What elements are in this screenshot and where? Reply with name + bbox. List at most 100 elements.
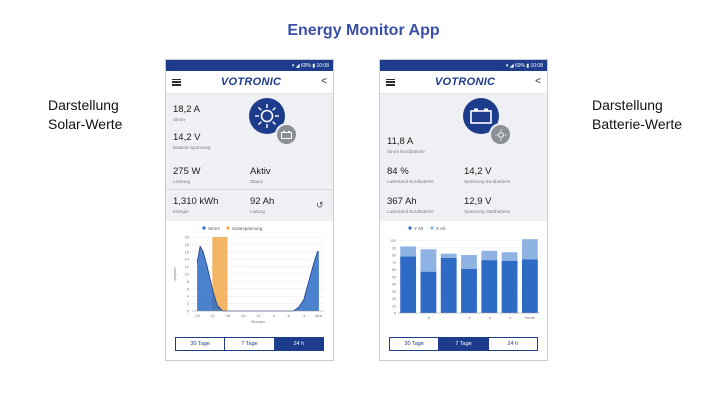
- reading-voltage-start: 12,9 V Spannung Startbatterie: [464, 196, 510, 214]
- bar-lower: [521, 259, 538, 313]
- x-tick-label: -12: [255, 314, 261, 318]
- page-title: Energy Monitor App: [287, 22, 440, 39]
- reading-power: 275 W Leistung: [173, 166, 200, 184]
- reading-value: 1,310 kWh: [173, 196, 219, 207]
- legend-label: Solarspannung: [232, 226, 263, 231]
- brand-logo: VOTRONIC: [434, 76, 496, 88]
- y-tick-label: 14: [185, 258, 189, 262]
- reading-value: 11,8 A: [387, 136, 414, 147]
- bar-lower: [440, 257, 457, 313]
- range-tabs: 30 Tage 7 Tage 24 h: [175, 337, 324, 351]
- bar-upper: [420, 249, 437, 272]
- bar-upper: [521, 239, 538, 260]
- x-tick-label: -9: [272, 314, 275, 318]
- y-tick-label: 16: [185, 250, 189, 254]
- reading-current: 18,2 A Strom: [173, 104, 200, 122]
- reading-value: Aktiv: [250, 166, 271, 177]
- caption-battery: Darstellung Batterie-Werte: [592, 96, 682, 134]
- y-tick-label: 20: [185, 236, 189, 240]
- reading-soc: 84 % Ladestand Bordbatterie: [387, 166, 434, 184]
- x-tick-label: -3: [302, 314, 305, 318]
- y-tick-label: 90: [392, 246, 396, 250]
- readings-panel: 18,2 A Strom 14,2 V Batterie-Spannung 27…: [166, 94, 333, 222]
- divider: [166, 189, 333, 190]
- reading-value: 367 Ah: [387, 196, 417, 207]
- y-tick-label: 0: [187, 310, 189, 314]
- reading-value: 92 Ah: [250, 196, 275, 207]
- y-tick-label: 40: [392, 283, 396, 287]
- reading-label: Status: [250, 179, 263, 184]
- reading-charge: 92 Ah Ladung: [250, 196, 274, 214]
- y-tick-label: 2: [187, 302, 189, 306]
- solar-chart-svg: Strom Solarspannung20181614121086420Amper…: [173, 226, 324, 324]
- reading-value: 275 W: [173, 166, 201, 177]
- bar-upper: [501, 252, 518, 261]
- legend-label: Y Ah: [414, 226, 424, 231]
- bar-lower: [400, 256, 417, 313]
- sun-small-icon: [489, 123, 512, 146]
- tab-24-hours[interactable]: 24 h: [274, 338, 323, 350]
- legend-label: Strom: [208, 226, 220, 231]
- reading-label: Strom Bordbatterie: [387, 149, 425, 154]
- reading-value: 18,2 A: [173, 104, 200, 115]
- legend-swatch: [430, 226, 434, 230]
- tab-30-days[interactable]: 30 Tage: [390, 338, 440, 350]
- sun-icon: [255, 104, 279, 128]
- phone-solar-screen: ▾ ◢ 69% ▮ 10:08 VOTRONIC < 18,2 A Strom …: [165, 59, 334, 361]
- status-bar: ▾ ◢ 69% ▮ 10:08: [380, 60, 547, 71]
- legend-swatch: [202, 226, 206, 230]
- tab-7-days[interactable]: 7 Tage: [439, 338, 489, 350]
- y-axis-label: Ampere: [173, 267, 177, 280]
- reading-voltage-main: 14,2 V Spannung Bordbatterie: [464, 166, 510, 184]
- bar-upper: [461, 255, 477, 269]
- share-icon[interactable]: <: [321, 76, 327, 87]
- tab-30-days[interactable]: 30 Tage: [176, 338, 226, 350]
- x-tick-label: jetzt: [314, 314, 323, 318]
- y-tick-label: 0: [394, 312, 396, 316]
- range-tabs: 30 Tage 7 Tage 24 h: [389, 337, 538, 351]
- reading-energy: 1,310 kWh Energie: [173, 196, 218, 214]
- reset-icon[interactable]: ↺: [316, 200, 324, 210]
- reading-label: Ladung: [250, 209, 266, 214]
- bar-lower: [420, 271, 437, 313]
- app-bar: VOTRONIC <: [380, 71, 547, 94]
- readings-panel: 11,8 A Strom Bordbatterie 84 % Ladestand…: [380, 94, 547, 222]
- reading-value: 84 %: [387, 166, 409, 177]
- current-area: [197, 246, 319, 311]
- reading-label: Leistung: [173, 179, 191, 184]
- y-tick-label: 20: [392, 297, 396, 301]
- y-tick-label: 10: [185, 273, 189, 277]
- x-tick-label: -18: [225, 314, 231, 318]
- bar-lower: [481, 260, 498, 313]
- reading-label: Energie: [173, 209, 189, 214]
- reading-label: Spannung Startbatterie: [464, 209, 511, 214]
- tab-24-hours[interactable]: 24 h: [488, 338, 537, 350]
- x-tick-label: Heute: [525, 316, 535, 320]
- reading-label: Batterie-Spannung: [173, 145, 211, 150]
- bar-lower: [501, 260, 518, 313]
- x-tick-label: -24: [194, 314, 200, 318]
- x-tick-label: -4: [467, 316, 470, 320]
- share-icon[interactable]: <: [535, 76, 541, 87]
- app-bar: VOTRONIC <: [166, 71, 333, 94]
- reading-label: Spannung Bordbatterie: [464, 179, 511, 184]
- bar-lower: [461, 268, 477, 313]
- bar-upper: [440, 253, 457, 258]
- bar-upper: [481, 250, 498, 261]
- reading-label: Ladestand Bordbatterie: [387, 209, 434, 214]
- x-tick-label: -3: [488, 316, 491, 320]
- caption-line: Batterie-Werte: [592, 116, 682, 132]
- x-axis-label: Stunden: [251, 320, 265, 324]
- battery-icon: [275, 123, 298, 146]
- reading-label: Ladestand Bordbatterie: [387, 179, 434, 184]
- reading-capacity: 367 Ah Ladestand Bordbatterie: [387, 196, 434, 214]
- bar-upper: [400, 246, 417, 257]
- reading-current: 11,8 A Strom Bordbatterie: [387, 136, 425, 154]
- menu-icon[interactable]: [172, 78, 181, 86]
- menu-icon[interactable]: [386, 78, 395, 86]
- battery-icon: [470, 108, 492, 124]
- reading-value: 14,2 V: [173, 132, 201, 143]
- y-tick-label: 30: [392, 290, 396, 294]
- tab-7-days[interactable]: 7 Tage: [225, 338, 275, 350]
